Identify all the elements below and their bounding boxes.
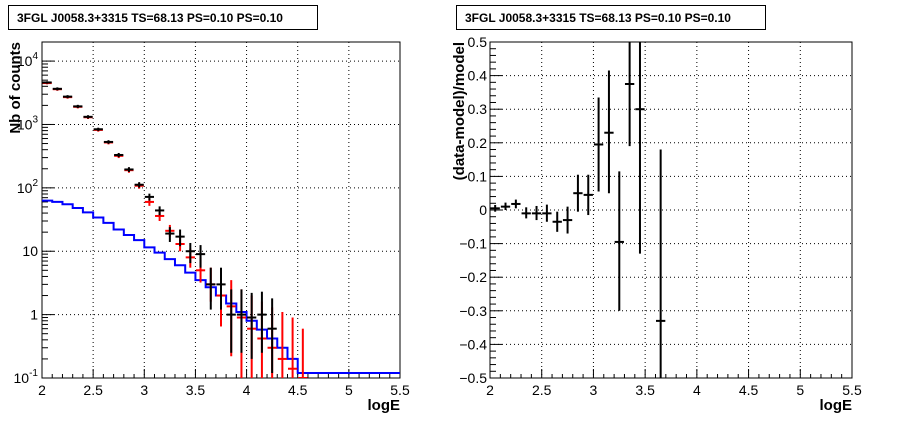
y-axis-label: Nb of counts — [7, 42, 24, 134]
y-axis-label: (data-model)/model — [451, 42, 468, 180]
y-tick-label: 10-1 — [14, 368, 39, 386]
y-tick-label: −0.2 — [459, 269, 487, 285]
right-panel-residuals-plot: 2 2.5 3 3.5 4 4.5 5 5.5 −0.5 −0.4 −0.3 −0.2 −0.1 0 0.1… — [451, 34, 862, 414]
y-tick-label: −0.3 — [459, 303, 487, 319]
y-tick-label: 0.1 — [468, 168, 488, 184]
x-axis-label: logE — [820, 397, 853, 414]
x-tick-label: 3.5 — [186, 382, 206, 398]
y-tick-label: 0.3 — [468, 101, 488, 117]
x-tick-label: 3 — [590, 382, 598, 398]
x-tick-label: 5 — [345, 382, 353, 398]
x-axis-label: logE — [368, 397, 401, 414]
y-tick-label: 0 — [479, 202, 487, 218]
left-panel-title: 3FGL J0058.3+3315 TS=68.13 PS=0.10 PS=0.… — [8, 5, 318, 30]
x-tick-label: 2.5 — [83, 382, 103, 398]
y-tick-label: −0.5 — [459, 370, 487, 386]
x-tick-label: 4.5 — [288, 382, 308, 398]
y-tick-label: 0.4 — [468, 68, 488, 84]
x-tick-label: 3 — [140, 382, 148, 398]
y-tick-label: 1 — [30, 307, 38, 323]
x-tick-label: 3.5 — [635, 382, 655, 398]
x-tick-label: 5.5 — [390, 382, 410, 398]
right-panel-title: 3FGL J0058.3+3315 TS=68.13 PS=0.10 PS=0.… — [456, 5, 766, 30]
x-tick-label: 2.5 — [532, 382, 552, 398]
x-tick-label: 4 — [243, 382, 251, 398]
x-tick-label: 4 — [693, 382, 701, 398]
x-tick-label: 2 — [486, 382, 494, 398]
y-tick-label: 102 — [17, 178, 39, 196]
x-tick-label: 2 — [38, 382, 46, 398]
plot-frame — [41, 41, 401, 379]
x-tick-label: 5.5 — [842, 382, 862, 398]
y-tick-label: −0.4 — [459, 336, 487, 352]
y-tick-label: 0.5 — [468, 34, 488, 50]
x-tick-label: 5 — [796, 382, 804, 398]
y-tick-label: 10 — [22, 243, 38, 259]
y-tick-label: −0.1 — [459, 236, 487, 252]
y-tick-label: 0.2 — [468, 135, 488, 151]
x-tick-label: 4.5 — [739, 382, 759, 398]
data-layer — [42, 81, 400, 378]
data-layer — [490, 42, 666, 378]
